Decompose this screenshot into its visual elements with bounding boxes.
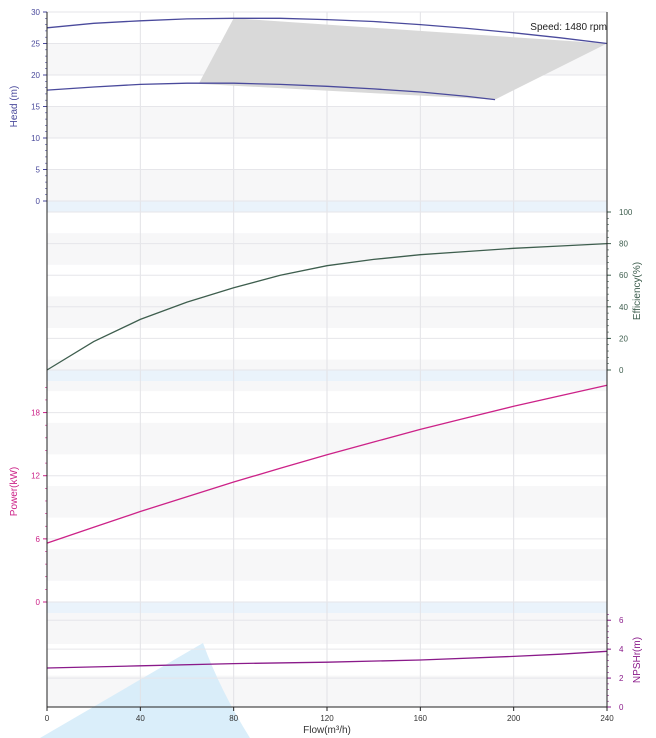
- head-tick-label: 10: [31, 134, 40, 143]
- efficiency-tick-label: 0: [619, 366, 624, 375]
- efficiency-tick-label: 80: [619, 240, 628, 249]
- head-curve: [46, 82, 496, 101]
- head-tick-label: 5: [36, 166, 41, 175]
- power-tick-label: 6: [36, 535, 41, 544]
- power-curve: [46, 384, 608, 544]
- x-tick-label: 120: [320, 714, 334, 723]
- efficiency-axis-title: Efficiency(%): [632, 262, 643, 320]
- head-tick-label: 30: [31, 8, 40, 17]
- head-tick-label: 0: [36, 197, 41, 206]
- npshr-tick-label: 4: [619, 645, 624, 654]
- operating-region: [198, 18, 607, 100]
- npshr-tick-label: 0: [619, 703, 624, 712]
- head-tick-label: 25: [31, 40, 40, 49]
- x-tick-label: 80: [229, 714, 238, 723]
- efficiency-tick-label: 60: [619, 271, 628, 280]
- efficiency-tick-label: 100: [619, 208, 633, 217]
- power-tick-label: 18: [31, 409, 40, 418]
- efficiency-tick-label: 20: [619, 334, 628, 343]
- power-tick-label: 0: [36, 598, 41, 607]
- x-tick-label: 40: [136, 714, 145, 723]
- npshr-tick-label: 6: [619, 616, 624, 625]
- npshr-tick-label: 2: [619, 674, 624, 683]
- power-tick-label: 12: [31, 472, 40, 481]
- x-tick-label: 160: [414, 714, 428, 723]
- power-axis-title: Power(kW): [9, 467, 20, 516]
- x-tick-label: 240: [600, 714, 614, 723]
- efficiency-curve: [46, 242, 608, 371]
- npshr-axis-title: NPSHr(m): [632, 637, 643, 683]
- head-curve: [46, 17, 608, 45]
- efficiency-tick-label: 40: [619, 303, 628, 312]
- head-tick-label: 20: [31, 71, 40, 80]
- head-tick-label: 15: [31, 103, 40, 112]
- x-tick-label: 0: [45, 714, 50, 723]
- background-decoration-shape: [40, 643, 250, 738]
- npshr-curve: [46, 650, 608, 669]
- x-axis-title: Flow(m³/h): [303, 725, 351, 736]
- speed-label: Speed: 1480 rpm: [530, 22, 607, 33]
- head-axis-title: Head (m): [9, 86, 20, 128]
- x-tick-label: 200: [507, 714, 521, 723]
